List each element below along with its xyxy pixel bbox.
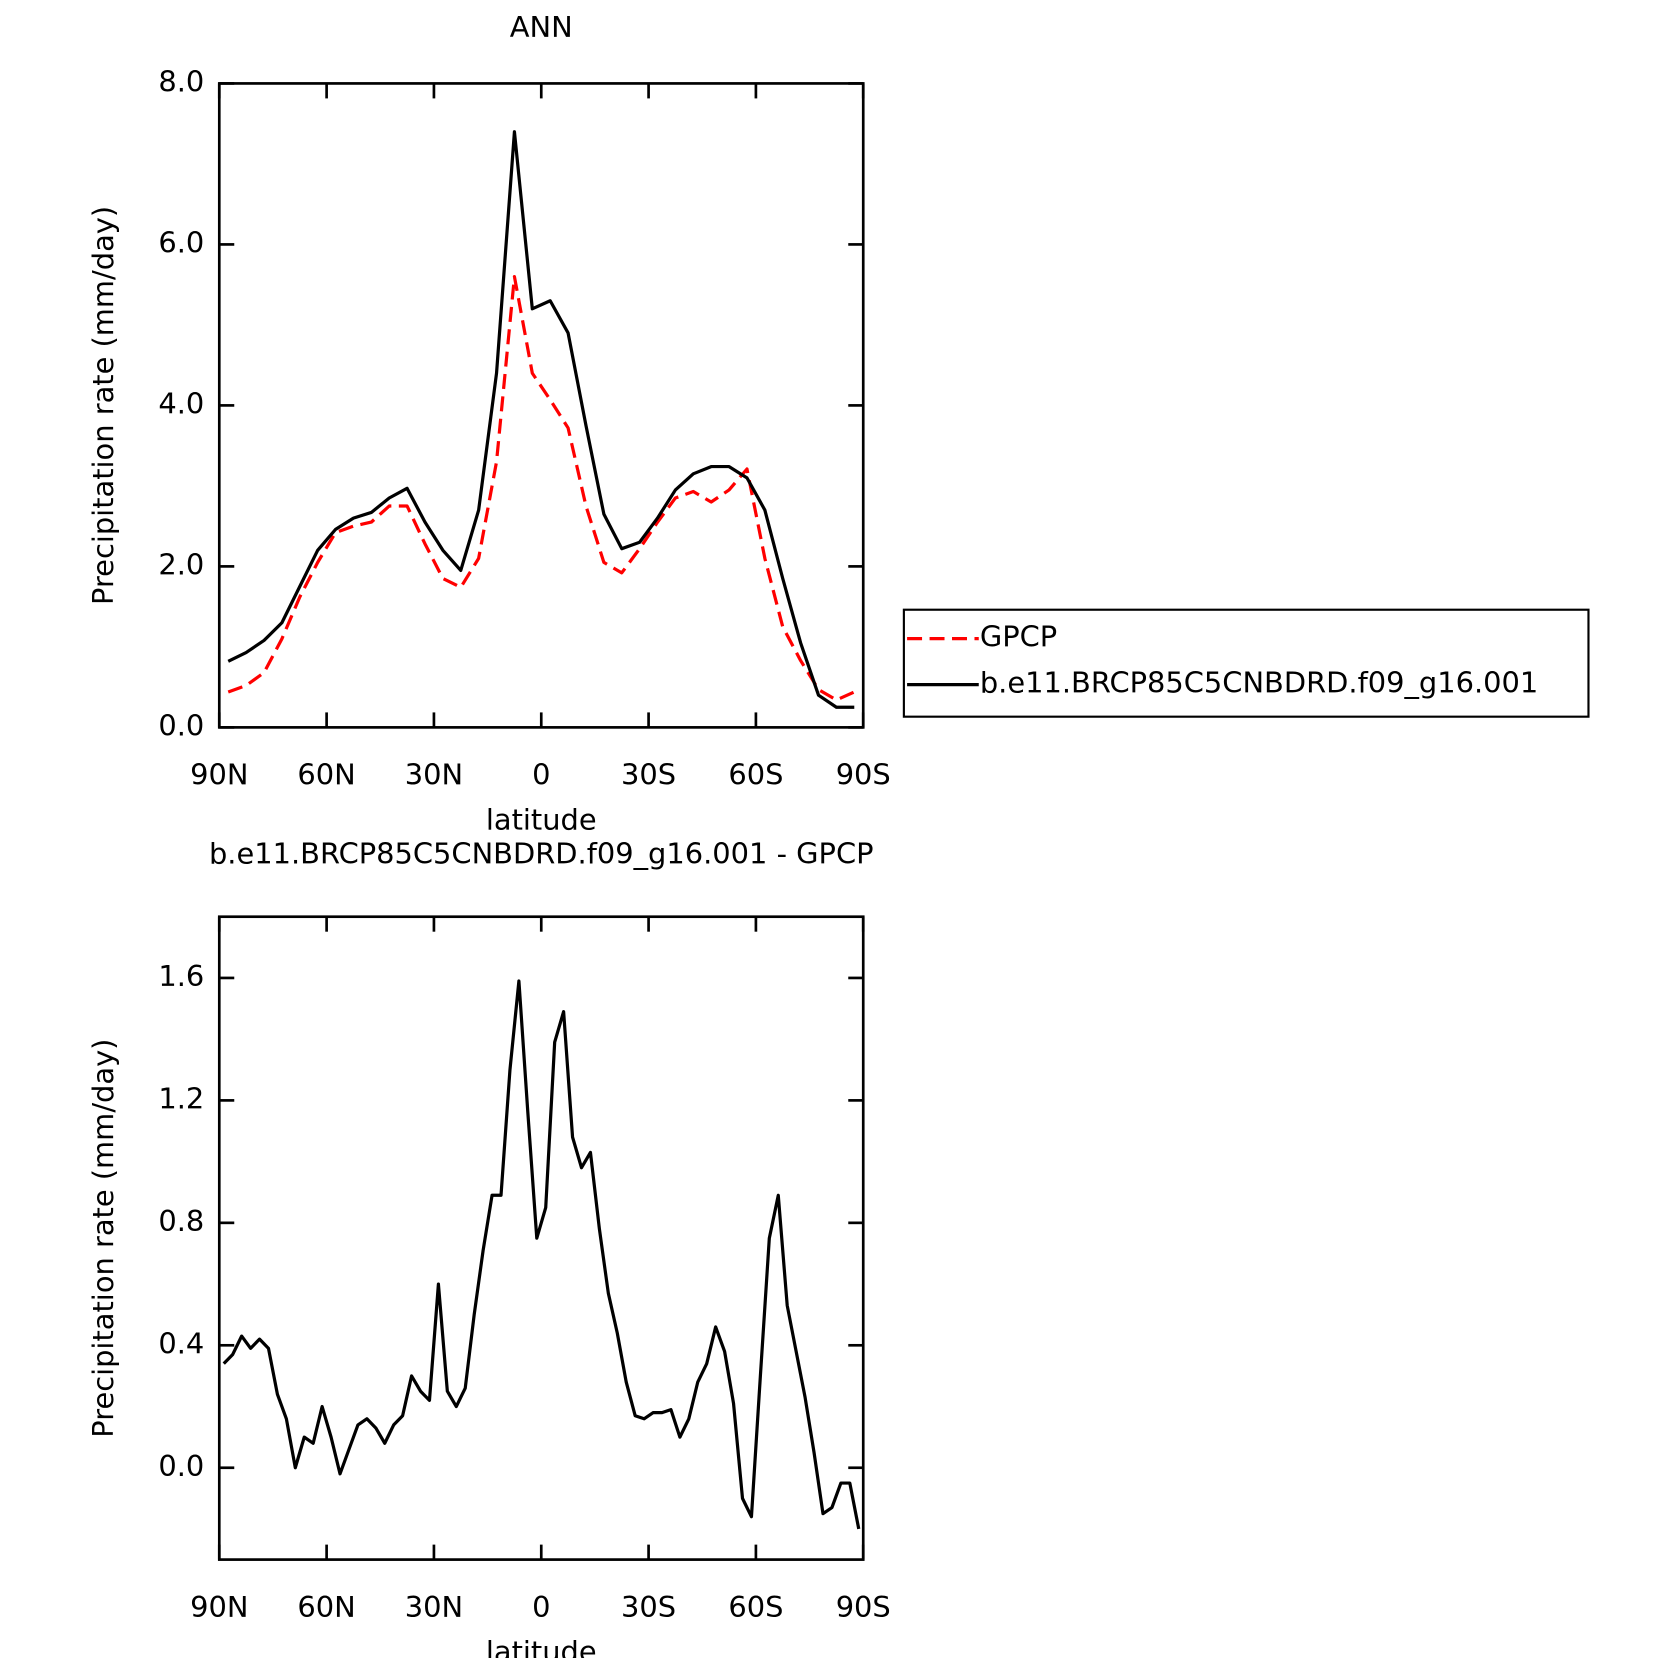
y-tick-label: 0.0 <box>158 1449 204 1483</box>
x-tick-label: 90N <box>190 758 248 792</box>
y-tick-label: 0.4 <box>158 1326 204 1360</box>
x-tick-label: 60S <box>728 1590 783 1624</box>
data-line <box>227 130 855 709</box>
y-axis-label: Precipitation rate (mm/day) <box>86 1039 120 1438</box>
legend-label: b.e11.BRCP85C5CNBDRD.f09_g16.001 <box>980 666 1538 700</box>
chart-title: b.e11.BRCP85C5CNBDRD.f09_g16.001 - GPCP <box>209 837 874 871</box>
x-tick-label: 60S <box>728 758 783 792</box>
y-tick-label: 1.6 <box>158 959 204 993</box>
x-tick-label: 30N <box>405 1590 463 1624</box>
y-tick-label: 4.0 <box>158 386 204 420</box>
data-line <box>222 979 861 1530</box>
y-tick-label: 2.0 <box>158 547 204 581</box>
plot-frame <box>217 915 865 1561</box>
x-tick-label: 0 <box>532 1590 550 1624</box>
x-tick-label: 30N <box>405 758 463 792</box>
legend-box <box>902 608 1590 718</box>
y-tick-label: 8.0 <box>158 64 204 98</box>
x-tick-label: 0 <box>532 758 550 792</box>
y-tick-label: 6.0 <box>158 225 204 259</box>
x-tick-label: 30S <box>621 758 676 792</box>
x-tick-label: 60N <box>297 1590 355 1624</box>
legend-label: GPCP <box>980 620 1057 654</box>
x-axis-label: latitude <box>486 803 597 837</box>
y-axis-label: Precipitation rate (mm/day) <box>86 206 120 605</box>
y-tick-label: 0.0 <box>158 708 204 742</box>
x-tick-label: 60N <box>297 758 355 792</box>
y-tick-label: 0.8 <box>158 1204 204 1238</box>
x-tick-label: 90S <box>836 1590 891 1624</box>
x-tick-label: 90N <box>190 1590 248 1624</box>
x-tick-label: 30S <box>621 1590 676 1624</box>
chart-title: ANN <box>510 10 573 44</box>
plot-frame <box>217 82 865 729</box>
y-tick-label: 1.2 <box>158 1081 204 1115</box>
x-tick-label: 90S <box>836 758 891 792</box>
x-axis-label: latitude <box>486 1635 597 1658</box>
